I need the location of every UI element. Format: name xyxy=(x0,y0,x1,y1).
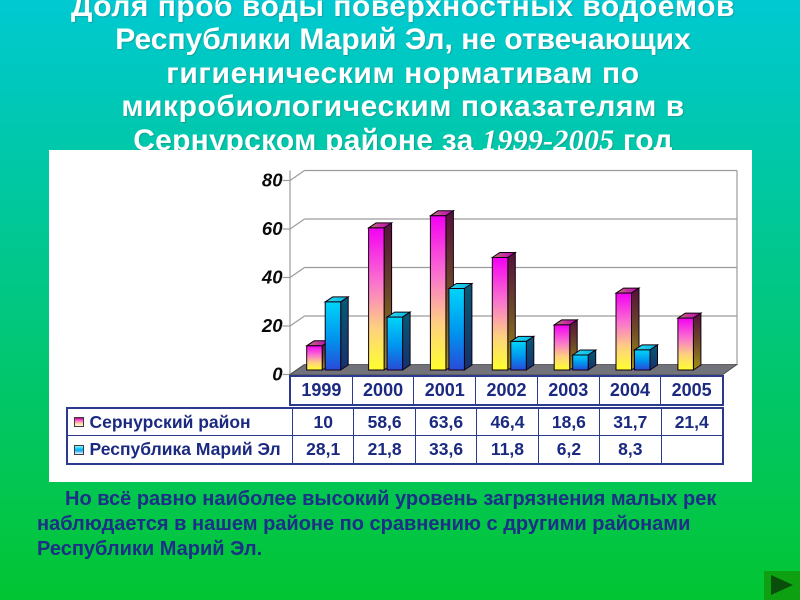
svg-text:0: 0 xyxy=(272,364,283,385)
svg-text:60: 60 xyxy=(262,218,283,239)
svg-text:20: 20 xyxy=(261,315,283,336)
svg-text:80: 80 xyxy=(262,170,283,191)
svg-text:40: 40 xyxy=(261,267,283,288)
